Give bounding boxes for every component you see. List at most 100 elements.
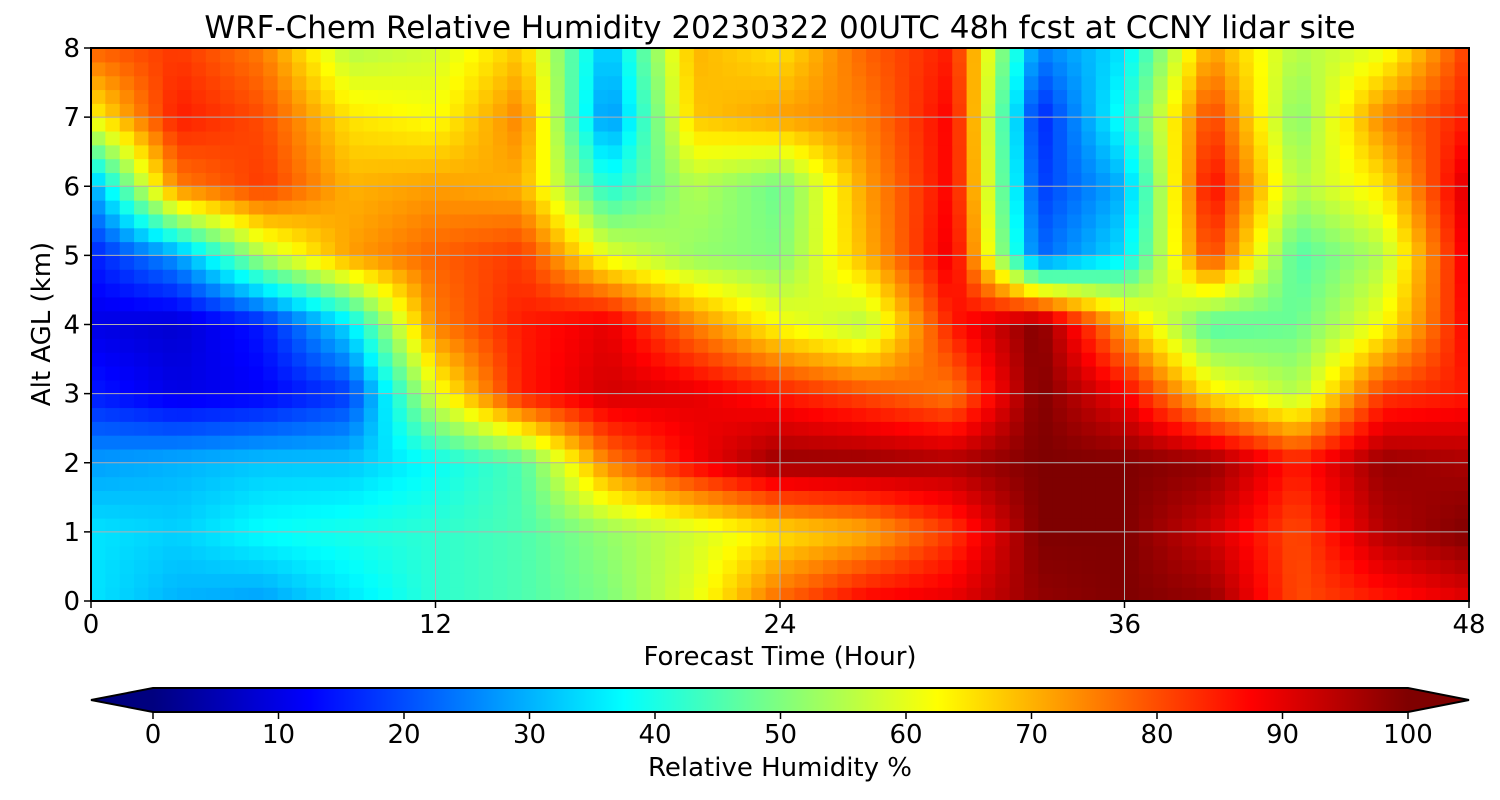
heatmap-cell <box>995 518 1011 533</box>
heatmap-cell <box>636 200 652 215</box>
heatmap-cell <box>1411 365 1427 381</box>
heatmap-cell <box>421 158 437 174</box>
heatmap-cell <box>492 200 508 215</box>
heatmap-cell <box>177 504 193 519</box>
heatmap-cell <box>1311 531 1327 547</box>
heatmap-cell <box>579 324 594 339</box>
heatmap-cell <box>952 518 968 533</box>
heatmap-cell <box>119 200 135 215</box>
heatmap-cell <box>1411 462 1427 478</box>
heatmap-cell <box>1110 186 1126 201</box>
heatmap-cell <box>1124 448 1140 464</box>
heatmap-cell <box>1282 393 1298 409</box>
heatmap-cell <box>708 545 724 561</box>
heatmap-cell <box>823 518 839 533</box>
heatmap-cell <box>263 587 279 602</box>
heatmap-cell <box>1239 89 1255 104</box>
heatmap-cell <box>650 504 666 519</box>
heatmap-cell <box>780 48 795 63</box>
heatmap-cell <box>1411 186 1427 201</box>
heatmap-cell <box>1210 75 1226 91</box>
heatmap-cell <box>794 435 810 450</box>
heatmap-cell <box>148 338 164 353</box>
heatmap-cell <box>1382 573 1398 588</box>
x-axis-label: Forecast Time (Hour) <box>643 642 916 672</box>
heatmap-cell <box>765 324 781 339</box>
heatmap-cell <box>607 117 623 132</box>
heatmap-cell <box>1268 75 1283 91</box>
heatmap-cell <box>1153 296 1169 312</box>
heatmap-cell <box>995 283 1011 298</box>
heatmap-cell <box>320 75 336 91</box>
heatmap-cell <box>320 172 336 187</box>
heatmap-cell <box>1224 573 1240 588</box>
heatmap-cell <box>492 158 508 174</box>
heatmap-cell <box>464 296 480 312</box>
heatmap-cell <box>1440 476 1456 491</box>
heatmap-cell <box>220 338 236 353</box>
heatmap-cell <box>794 130 810 146</box>
heatmap-cell <box>880 338 896 353</box>
heatmap-cell <box>937 117 953 132</box>
heatmap-cell <box>952 117 968 132</box>
heatmap-cell <box>679 172 695 187</box>
heatmap-cell <box>248 103 264 118</box>
heatmap-cell <box>1181 573 1197 588</box>
heatmap-cell <box>679 283 695 298</box>
heatmap-cell <box>320 158 336 174</box>
heatmap-cell <box>593 448 609 464</box>
heatmap-cell <box>1354 462 1370 478</box>
heatmap-cell <box>708 144 724 160</box>
heatmap-cell <box>392 117 408 132</box>
heatmap-cell <box>1382 531 1398 547</box>
heatmap-cell <box>277 338 293 353</box>
heatmap-cell <box>1224 338 1240 353</box>
heatmap-cell <box>851 172 867 187</box>
heatmap-cell <box>823 462 839 478</box>
heatmap-cell <box>435 338 451 353</box>
heatmap-cell <box>478 559 494 574</box>
heatmap-cell <box>478 227 494 243</box>
heatmap-cell <box>722 186 738 201</box>
heatmap-cell <box>105 310 121 326</box>
heatmap-cell <box>521 352 537 367</box>
heatmap-cell <box>980 531 996 547</box>
heatmap-cell <box>1440 213 1456 229</box>
heatmap-cell <box>1038 338 1054 353</box>
heatmap-cell <box>378 490 394 505</box>
heatmap-cell <box>1440 379 1456 395</box>
heatmap-cell <box>679 186 695 201</box>
heatmap-cell <box>1138 518 1154 533</box>
heatmap-cell <box>765 117 781 132</box>
heatmap-cell <box>191 352 207 367</box>
heatmap-cell <box>894 130 910 146</box>
heatmap-cell <box>535 172 551 187</box>
heatmap-cell <box>995 213 1011 229</box>
heatmap-cell <box>1397 379 1413 395</box>
heatmap-cell <box>1067 283 1083 298</box>
heatmap-cell <box>952 435 968 450</box>
heatmap-cell <box>335 186 350 201</box>
heatmap-cell <box>1196 172 1212 187</box>
heatmap-cell <box>421 255 437 270</box>
heatmap-cell <box>1440 310 1456 326</box>
heatmap-cell <box>507 448 523 464</box>
heatmap-cell <box>1425 48 1441 63</box>
heatmap-cell <box>205 421 221 436</box>
heatmap-cell <box>1311 269 1327 284</box>
heatmap-cell <box>464 213 480 229</box>
heatmap-cell <box>1368 379 1384 395</box>
heatmap-cell <box>1282 352 1298 367</box>
heatmap-cell <box>378 421 394 436</box>
heatmap-cell <box>995 448 1011 464</box>
heatmap-cell <box>808 365 824 381</box>
heatmap-cell <box>837 490 853 505</box>
heatmap-cell <box>995 462 1011 478</box>
heatmap-cell <box>966 269 982 284</box>
heatmap-cell <box>1138 241 1154 256</box>
heatmap-cell <box>1397 518 1413 533</box>
heatmap-cell <box>851 476 867 491</box>
heatmap-cell <box>909 158 925 174</box>
heatmap-cell <box>780 283 795 298</box>
heatmap-cell <box>751 283 767 298</box>
